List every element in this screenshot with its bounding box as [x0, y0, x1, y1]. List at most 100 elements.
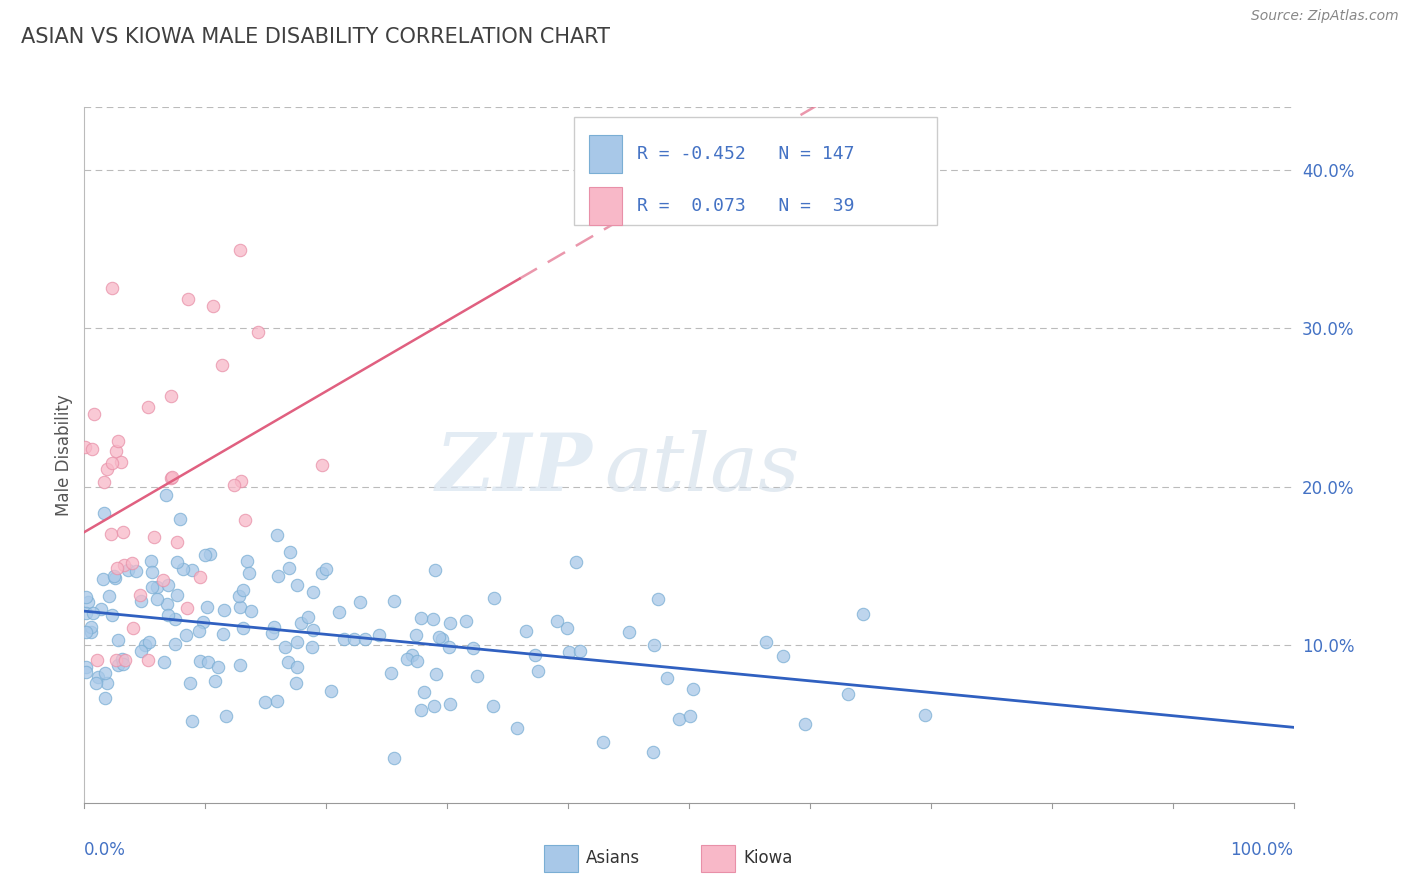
- Point: [568, 644, 591, 658]
- Point: [215, 709, 238, 723]
- Point: [101, 281, 124, 295]
- Point: [253, 695, 276, 709]
- Point: [128, 588, 150, 602]
- Point: [93, 507, 115, 521]
- Point: [232, 621, 254, 635]
- Point: [111, 652, 134, 666]
- Point: [155, 488, 177, 502]
- Point: [166, 588, 188, 602]
- Point: [319, 683, 342, 698]
- Point: [277, 655, 299, 669]
- Point: [333, 632, 356, 646]
- Text: atlas: atlas: [605, 430, 800, 508]
- Point: [238, 566, 260, 581]
- FancyBboxPatch shape: [702, 845, 735, 872]
- Point: [657, 671, 679, 685]
- Point: [193, 615, 215, 630]
- Text: ASIAN VS KIOWA MALE DISABILITY CORRELATION CHART: ASIAN VS KIOWA MALE DISABILITY CORRELATI…: [21, 27, 610, 46]
- Point: [772, 649, 794, 664]
- Point: [278, 544, 301, 558]
- Point: [114, 653, 136, 667]
- Point: [794, 716, 817, 731]
- Point: [96, 462, 118, 476]
- Point: [311, 458, 333, 472]
- Point: [212, 603, 235, 617]
- Point: [423, 699, 446, 714]
- Point: [117, 563, 139, 577]
- Text: R = -0.452   N = 147: R = -0.452 N = 147: [637, 145, 855, 163]
- Point: [285, 578, 308, 592]
- Point: [82, 606, 104, 620]
- Point: [197, 655, 219, 669]
- Point: [558, 645, 581, 659]
- Point: [315, 562, 337, 576]
- Point: [439, 698, 461, 712]
- Point: [107, 658, 129, 673]
- Point: [524, 648, 547, 662]
- Point: [211, 358, 233, 372]
- Point: [166, 555, 188, 569]
- Point: [138, 635, 160, 649]
- Point: [107, 633, 129, 648]
- Point: [195, 600, 218, 615]
- Text: 0.0%: 0.0%: [84, 841, 127, 859]
- Point: [641, 745, 664, 759]
- Point: [163, 637, 186, 651]
- Point: [229, 243, 252, 257]
- Point: [682, 681, 704, 696]
- Point: [91, 572, 114, 586]
- Point: [506, 721, 529, 735]
- Point: [482, 591, 505, 606]
- Point: [179, 676, 201, 690]
- Point: [233, 513, 256, 527]
- Point: [546, 614, 568, 628]
- Point: [914, 707, 936, 722]
- Point: [176, 293, 198, 307]
- Point: [141, 580, 163, 594]
- Point: [142, 530, 165, 544]
- FancyBboxPatch shape: [574, 118, 936, 226]
- Point: [75, 607, 97, 621]
- Point: [409, 611, 432, 625]
- Point: [405, 628, 427, 642]
- Point: [262, 626, 284, 640]
- Point: [160, 471, 183, 485]
- Point: [439, 640, 461, 655]
- Point: [380, 666, 402, 681]
- Point: [229, 658, 252, 673]
- Text: Asians: Asians: [586, 849, 640, 867]
- Text: 100.0%: 100.0%: [1230, 841, 1294, 859]
- Point: [229, 599, 252, 614]
- Point: [228, 589, 250, 603]
- Point: [84, 675, 107, 690]
- Point: [423, 563, 446, 577]
- Point: [555, 621, 578, 635]
- Y-axis label: Male Disability: Male Disability: [55, 394, 73, 516]
- Point: [401, 648, 423, 663]
- Point: [382, 751, 405, 765]
- Point: [166, 535, 188, 549]
- Point: [240, 604, 263, 618]
- Point: [679, 708, 702, 723]
- FancyBboxPatch shape: [589, 187, 623, 226]
- Point: [302, 585, 325, 599]
- Point: [266, 528, 288, 542]
- Point: [101, 456, 124, 470]
- Point: [110, 455, 132, 469]
- Point: [235, 554, 257, 568]
- Point: [77, 595, 100, 609]
- Point: [79, 625, 101, 640]
- Point: [367, 628, 389, 642]
- Point: [75, 659, 97, 673]
- Point: [136, 401, 159, 415]
- Point: [75, 665, 97, 680]
- Point: [592, 735, 614, 749]
- Point: [467, 669, 489, 683]
- Point: [136, 653, 159, 667]
- Point: [188, 654, 211, 668]
- Point: [297, 610, 319, 624]
- Point: [90, 602, 112, 616]
- Point: [285, 659, 308, 673]
- Point: [83, 408, 105, 422]
- Point: [75, 440, 97, 454]
